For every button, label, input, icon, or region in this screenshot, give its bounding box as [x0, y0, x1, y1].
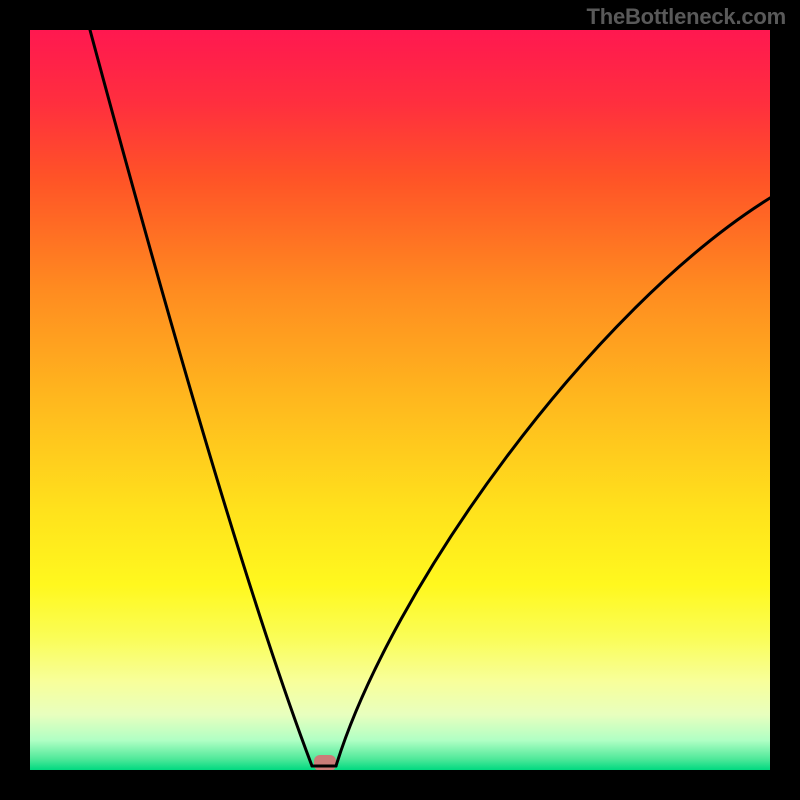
minimum-marker — [314, 755, 336, 770]
gradient-background — [30, 30, 770, 770]
watermark-text: TheBottleneck.com — [586, 4, 786, 30]
chart-plot-area — [30, 30, 770, 770]
chart-svg — [30, 30, 770, 770]
